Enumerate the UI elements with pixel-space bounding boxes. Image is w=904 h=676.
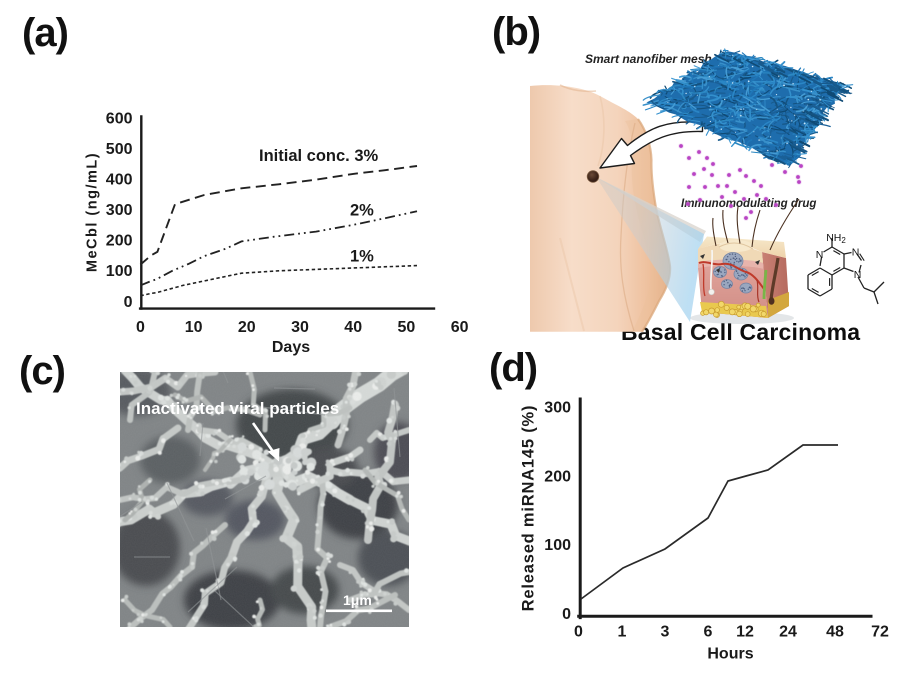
- svg-text:20: 20: [238, 319, 256, 336]
- svg-text:NH2: NH2: [826, 232, 846, 245]
- svg-text:60: 60: [451, 319, 469, 336]
- svg-text:3: 3: [661, 624, 670, 641]
- svg-text:1: 1: [618, 624, 627, 641]
- svg-text:0: 0: [562, 606, 571, 623]
- svg-text:300: 300: [106, 202, 133, 219]
- svg-text:40: 40: [344, 319, 362, 336]
- svg-text:48: 48: [826, 624, 844, 641]
- svg-text:24: 24: [779, 624, 797, 641]
- svg-text:N: N: [816, 249, 824, 261]
- svg-text:0: 0: [136, 319, 145, 336]
- svg-text:1μm: 1μm: [343, 592, 372, 608]
- svg-text:50: 50: [398, 319, 416, 336]
- svg-text:12: 12: [736, 624, 754, 641]
- svg-text:200: 200: [106, 233, 133, 250]
- svg-text:Hours: Hours: [707, 646, 753, 663]
- svg-text:100: 100: [106, 263, 133, 280]
- svg-text:500: 500: [106, 141, 133, 158]
- svg-text:Released miRNA145 (%): Released miRNA145 (%): [520, 405, 538, 612]
- svg-text:Initial conc. 3%: Initial conc. 3%: [259, 147, 379, 165]
- svg-text:30: 30: [291, 319, 309, 336]
- svg-text:0: 0: [574, 624, 583, 641]
- svg-text:N: N: [852, 247, 860, 259]
- svg-text:Inactivated viral particles: Inactivated viral particles: [136, 399, 339, 418]
- svg-text:Days: Days: [272, 339, 310, 356]
- svg-text:100: 100: [544, 537, 571, 554]
- svg-text:72: 72: [871, 624, 889, 641]
- svg-text:MeCbl (ng/mL): MeCbl (ng/mL): [85, 152, 101, 272]
- svg-text:10: 10: [185, 319, 203, 336]
- svg-text:2%: 2%: [350, 202, 374, 220]
- svg-text:200: 200: [544, 468, 571, 485]
- svg-text:600: 600: [106, 111, 133, 128]
- svg-text:400: 400: [106, 172, 133, 189]
- svg-text:1%: 1%: [350, 248, 374, 266]
- svg-text:6: 6: [704, 624, 713, 641]
- svg-text:300: 300: [544, 399, 571, 416]
- svg-text:0: 0: [124, 294, 133, 311]
- svg-text:N: N: [854, 269, 862, 281]
